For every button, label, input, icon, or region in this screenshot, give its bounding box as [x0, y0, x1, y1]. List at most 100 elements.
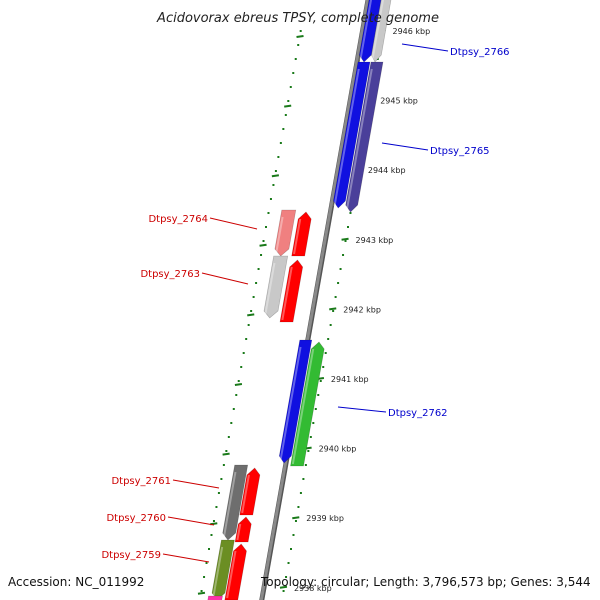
- minor-tick: [257, 268, 260, 270]
- major-tick: [284, 104, 292, 108]
- minor-tick: [344, 240, 347, 242]
- gene-dtpsy-2766-block: [370, 0, 392, 63]
- minor-tick: [282, 128, 285, 130]
- minor-tick: [220, 478, 223, 480]
- minor-tick: [240, 366, 243, 368]
- minor-tick: [312, 422, 315, 424]
- topology-summary: Topology: circular; Length: 3,796,573 bp…: [261, 575, 591, 589]
- major-tick: [234, 383, 243, 386]
- gene-dtpsy-2759-shine: [226, 550, 237, 599]
- gene-label-dtpsy-2762-leader: [337, 406, 387, 413]
- minor-tick: [297, 44, 300, 46]
- gene-label-dtpsy-2765-leader: [381, 142, 429, 151]
- minor-tick: [322, 366, 325, 368]
- gene-label-dtpsy-2759-leader: [162, 553, 210, 563]
- minor-tick: [208, 548, 211, 550]
- minor-tick: [290, 548, 293, 550]
- tick-label: 2943 kbp: [356, 236, 394, 245]
- minor-tick: [272, 184, 275, 186]
- minor-tick: [215, 506, 218, 508]
- major-tick: [341, 237, 349, 241]
- gene-dtpsy-2761: [239, 467, 261, 516]
- minor-tick: [297, 506, 300, 508]
- major-tick: [259, 243, 267, 247]
- minor-tick: [304, 464, 307, 466]
- minor-tick: [285, 576, 288, 578]
- gene-dtpsy-2763: [279, 259, 304, 323]
- gene-label-dtpsy-2761[interactable]: Dtpsy_2761: [111, 476, 171, 487]
- minor-tick: [324, 352, 327, 354]
- minor-tick: [294, 520, 297, 522]
- gene-label-dtpsy-2766[interactable]: Dtpsy_2766: [450, 47, 510, 58]
- major-tick: [292, 516, 300, 520]
- gene-dtpsy-2759: [224, 543, 247, 600]
- gene-dtpsy-2763-a: [263, 255, 289, 319]
- tick-label: 2941 kbp: [331, 375, 369, 384]
- gene-dtpsy-2764-a: [274, 209, 297, 257]
- tick-label: 2944 kbp: [368, 166, 406, 175]
- gene-dtpsy-2764-shine: [293, 218, 302, 255]
- gene-dtpsy-2766-block-shine: [371, 0, 385, 61]
- minor-tick: [282, 590, 285, 592]
- minor-tick: [294, 58, 297, 60]
- minor-tick: [334, 296, 337, 298]
- minor-tick: [337, 282, 340, 284]
- minor-tick: [329, 324, 332, 326]
- minor-tick: [203, 576, 206, 578]
- major-tick: [296, 35, 304, 38]
- minor-tick: [264, 226, 267, 228]
- major-tick: [271, 174, 280, 178]
- minor-tick: [247, 324, 250, 326]
- minor-tick: [299, 30, 302, 32]
- gene-label-dtpsy-2761-leader: [172, 479, 220, 489]
- gene-dtpsy-2761-shine: [241, 474, 250, 514]
- minor-tick: [235, 394, 238, 396]
- minor-tick: [346, 226, 349, 228]
- minor-tick: [342, 254, 345, 256]
- gene-label-dtpsy-2763-leader: [201, 272, 249, 285]
- gene-label-dtpsy-2759[interactable]: Dtpsy_2759: [101, 550, 161, 561]
- minor-tick: [225, 450, 228, 452]
- gene-next: [207, 595, 223, 600]
- gene-dtpsy-2766-shine: [359, 0, 373, 61]
- minor-tick: [227, 436, 230, 438]
- gene-dtpsy-2761-a: [222, 464, 249, 541]
- minor-tick: [230, 422, 233, 424]
- minor-tick: [262, 240, 265, 242]
- minor-tick: [255, 282, 258, 284]
- minor-tick: [349, 212, 352, 214]
- minor-tick: [319, 380, 322, 382]
- gene-dtpsy-2764-a-shine: [275, 216, 284, 255]
- major-tick: [247, 313, 255, 317]
- tick-label: 2939 kbp: [306, 514, 344, 523]
- gene-label-dtpsy-2763[interactable]: Dtpsy_2763: [140, 269, 200, 280]
- minor-tick: [269, 198, 272, 200]
- major-tick: [222, 452, 230, 456]
- gene-label-dtpsy-2764-leader: [209, 217, 258, 230]
- gene-label-dtpsy-2762[interactable]: Dtpsy_2762: [388, 408, 448, 419]
- minor-tick: [332, 310, 335, 312]
- major-tick: [329, 307, 337, 311]
- minor-tick: [314, 408, 317, 410]
- major-tick: [279, 585, 288, 589]
- minor-tick: [232, 408, 235, 410]
- gene-label-dtpsy-2765[interactable]: Dtpsy_2765: [430, 146, 490, 157]
- gene-dtpsy-2760-shine: [236, 523, 242, 541]
- minor-tick: [284, 114, 287, 116]
- gene-dtpsy-2759-a-shine: [212, 546, 224, 599]
- tick-label: 2945 kbp: [380, 97, 418, 106]
- minor-tick: [277, 156, 280, 158]
- minor-tick: [327, 338, 330, 340]
- gene-dtpsy-2765-b: [345, 61, 384, 213]
- minor-tick: [287, 562, 290, 564]
- gene-label-dtpsy-2764[interactable]: Dtpsy_2764: [148, 214, 208, 225]
- gene-label-dtpsy-2766-leader: [401, 43, 449, 52]
- map-title: Acidovorax ebreus TPSY, complete genome: [156, 11, 439, 26]
- gene-dtpsy-2763-shine: [281, 266, 293, 321]
- minor-tick: [245, 338, 248, 340]
- minor-tick: [252, 296, 255, 298]
- gene-dtpsy-2762-b-shine: [291, 348, 315, 465]
- gene-label-dtpsy-2760[interactable]: Dtpsy_2760: [106, 513, 166, 524]
- minor-tick: [200, 590, 203, 592]
